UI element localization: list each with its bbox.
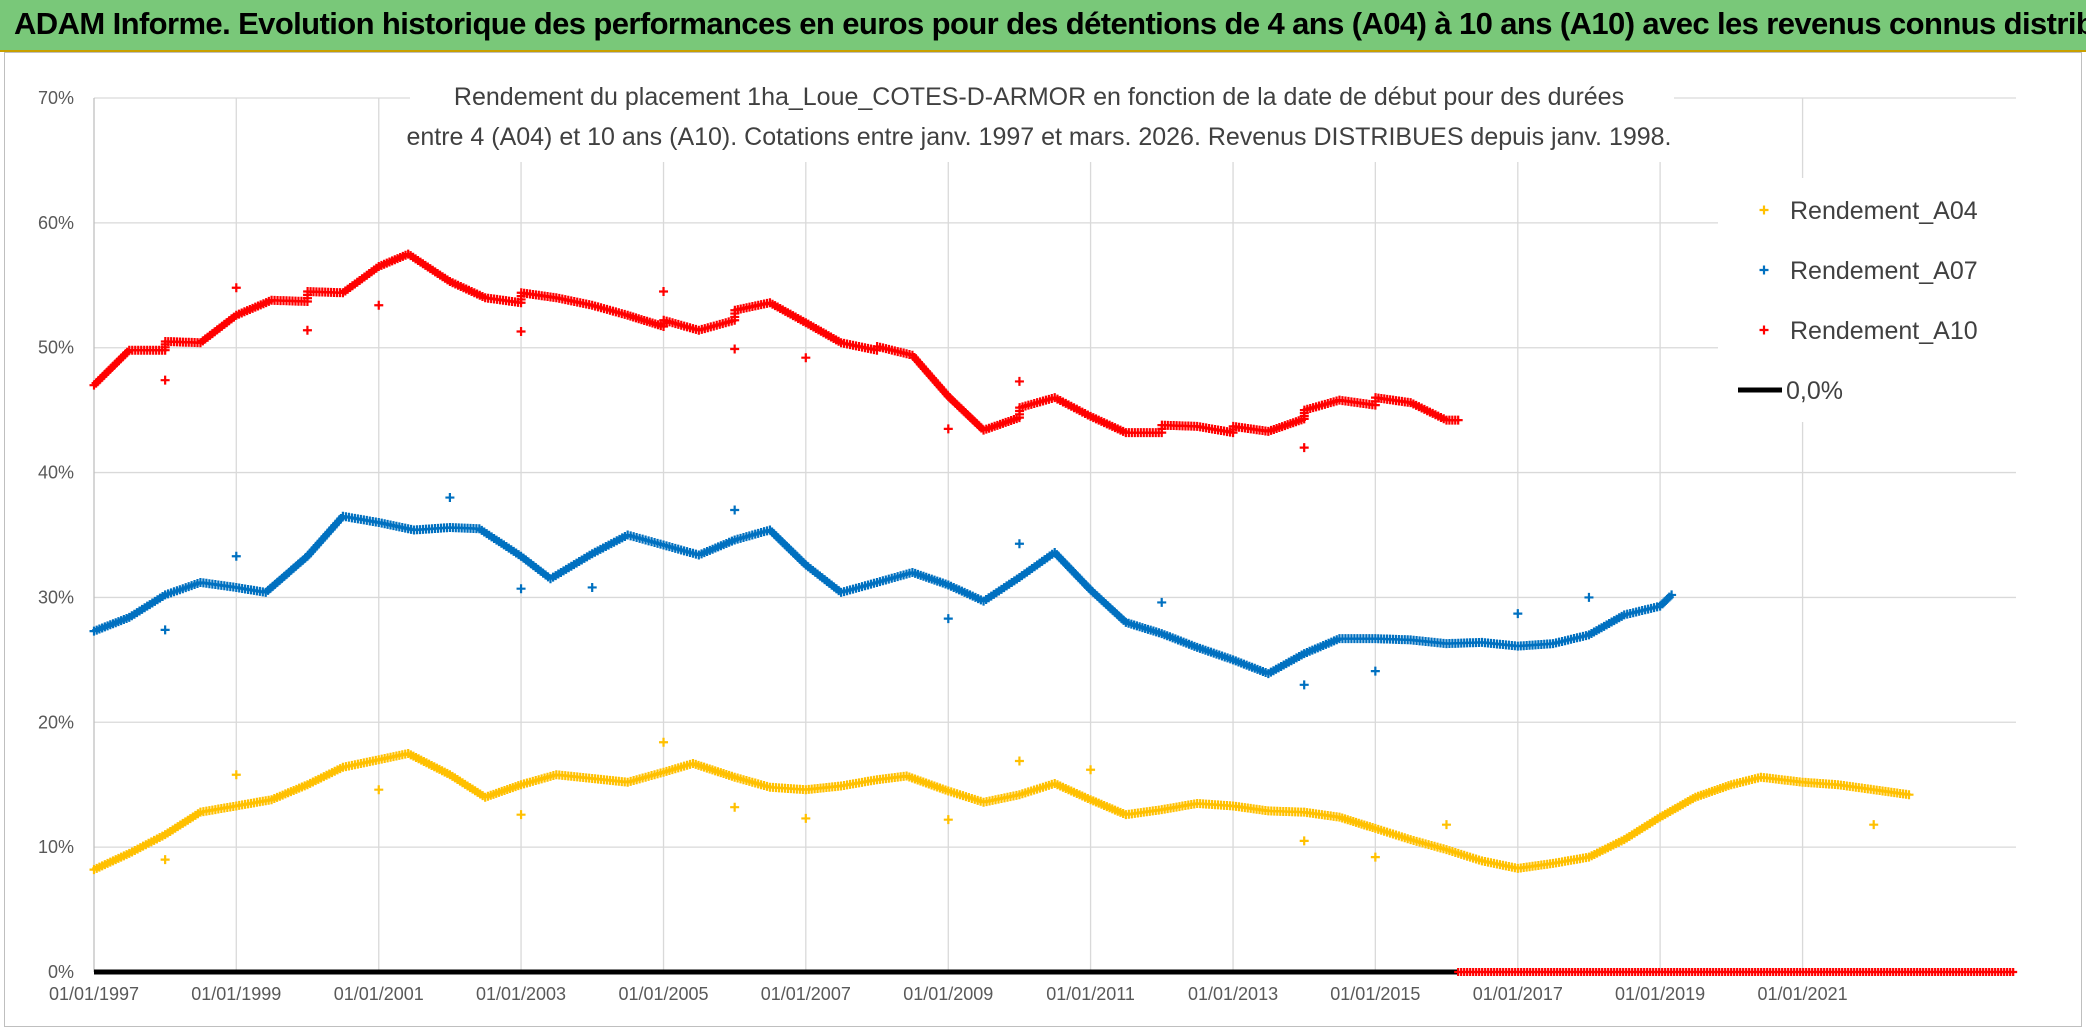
title-background (410, 76, 1674, 162)
outlier-point (801, 813, 811, 823)
series-Rendement_A10 (89, 249, 1463, 453)
outlier-point (374, 300, 384, 310)
series-Rendement_A04 (89, 737, 1914, 875)
x-tick-label: 01/01/2007 (761, 984, 851, 1004)
outlier-point (943, 614, 953, 624)
outlier-point (1157, 597, 1167, 607)
y-tick-label: 20% (38, 712, 74, 732)
x-tick-label: 01/01/2003 (476, 984, 566, 1004)
y-tick-label: 10% (38, 837, 74, 857)
outlier-point (1370, 852, 1380, 862)
outlier-point (730, 505, 740, 515)
legend-swatch (1759, 205, 1769, 215)
x-tick-label: 01/01/1997 (49, 984, 139, 1004)
y-tick-label: 40% (38, 463, 74, 483)
y-tick-label: 70% (38, 88, 74, 108)
outlier-point (231, 770, 241, 780)
outlier-point (516, 326, 526, 336)
legend-background (1718, 178, 2016, 422)
y-tick-label: 0% (48, 962, 74, 982)
outlier-point (730, 344, 740, 354)
outlier-point (231, 283, 241, 293)
outlier-point (943, 815, 953, 825)
outlier-point (160, 375, 170, 385)
outlier-point (1014, 539, 1024, 549)
data-point (1904, 790, 1914, 800)
legend-label: 0,0% (1786, 377, 1843, 405)
outlier-point (1299, 680, 1309, 690)
outlier-point (445, 493, 455, 503)
outlier-point (1299, 836, 1309, 846)
outlier-point (1014, 376, 1024, 386)
x-tick-label: 01/01/2013 (1188, 984, 1278, 1004)
x-tick-label: 01/01/2019 (1615, 984, 1705, 1004)
outlier-point (160, 625, 170, 635)
outlier-point (659, 287, 669, 297)
x-tick-label: 01/01/2021 (1758, 984, 1848, 1004)
outlier-point (231, 551, 241, 561)
chart-title-line-2: entre 4 (A04) et 10 ans (A10). Cotations… (406, 123, 1671, 151)
legend-swatch (1759, 265, 1769, 275)
x-tick-label: 01/01/2011 (1046, 984, 1135, 1004)
data-point (1667, 590, 1677, 600)
x-tick-label: 01/01/2005 (618, 984, 708, 1004)
legend-label: Rendement_A10 (1790, 317, 1978, 345)
legend-label: Rendement_A04 (1790, 197, 1978, 225)
axis-ticks: 0% 10% 20% 30% 40% 50% 60% 70% 01/01/1997 01/01/1… (38, 88, 1848, 1004)
outlier-point (1086, 765, 1096, 775)
outlier-point (374, 785, 384, 795)
outlier-point (1441, 820, 1451, 830)
outlier-point (1014, 756, 1024, 766)
x-tick-label: 01/01/2017 (1473, 984, 1563, 1004)
outlier-point (659, 737, 669, 747)
outlier-point (587, 582, 597, 592)
chart-frame (4, 52, 2082, 1027)
y-tick-label: 60% (38, 213, 74, 233)
x-tick-label: 01/01/2001 (334, 984, 424, 1004)
outlier-point (1869, 820, 1879, 830)
legend-label: Rendement_A07 (1790, 257, 1978, 285)
x-tick-label: 01/01/2009 (903, 984, 993, 1004)
chart-legend: Rendement_A04 Rendement_A07 Rendement_A10 0… (1718, 178, 2016, 422)
outlier-point (1299, 443, 1309, 453)
outlier-point (516, 810, 526, 820)
plot-area (89, 249, 2018, 976)
outlier-point (1513, 609, 1523, 619)
x-tick-label: 01/01/1999 (191, 984, 281, 1004)
zero-marker (2009, 968, 2018, 976)
outlier-point (516, 584, 526, 594)
chart-title-line-1: Rendement du placement 1ha_Loue_COTES-D-… (454, 83, 1624, 111)
outlier-point (730, 802, 740, 812)
banner-title: ADAM Informe. Evolution historique des p… (14, 6, 2086, 41)
outlier-point (943, 424, 953, 434)
outlier-point (160, 855, 170, 865)
outlier-point (1584, 592, 1594, 602)
y-tick-label: 30% (38, 587, 74, 607)
header-banner: ADAM Informe. Evolution historique des p… (0, 0, 2086, 52)
data-point (1453, 415, 1463, 425)
outlier-point (302, 325, 312, 335)
outlier-point (801, 353, 811, 363)
y-tick-label: 50% (38, 338, 74, 358)
outlier-point (1370, 666, 1380, 676)
series-Rendement_A07 (89, 493, 1677, 690)
legend-swatch (1759, 325, 1769, 335)
chart-title: Rendement du placement 1ha_Loue_COTES-D-… (406, 76, 1674, 162)
x-tick-label: 01/01/2015 (1330, 984, 1420, 1004)
zero-markers (1454, 968, 2018, 976)
